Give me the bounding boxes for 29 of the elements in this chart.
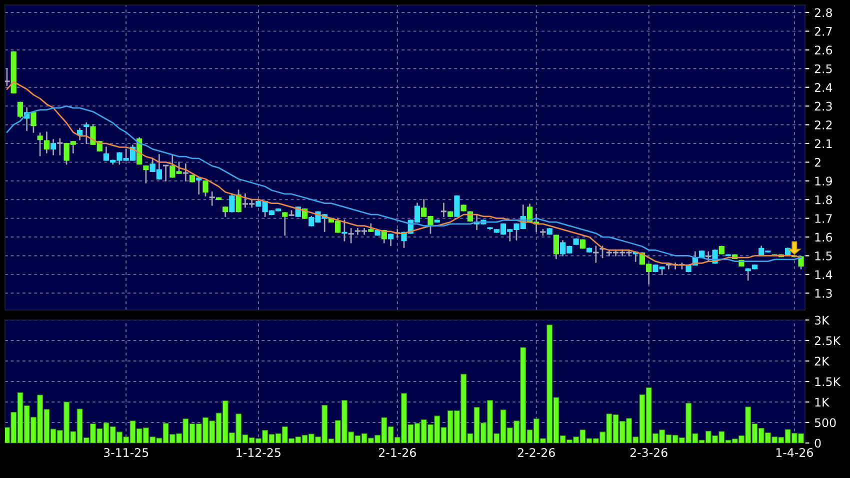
y-tick-label: 2.3 — [814, 102, 832, 111]
y-tick-label: 2 — [814, 158, 820, 167]
y-tick-label: 1K — [815, 398, 830, 406]
y-tick-label: 2.1 — [814, 139, 832, 148]
x-tick-label: 2-2-26 — [518, 448, 555, 457]
x-tick-label: 1-4-26 — [776, 448, 813, 457]
y-tick-label: 2.2 — [814, 120, 832, 130]
y-tick-label: 1.7 — [815, 214, 832, 223]
y-tick-label: 1.5K — [815, 377, 841, 386]
x-tick-label: 2-1-26 — [378, 448, 416, 457]
y-tick-label: 3K — [814, 316, 830, 325]
y-tick-label: 2.5 — [814, 64, 832, 74]
y-tick-label: 2.7 — [814, 26, 832, 36]
y-tick-label: 500 — [814, 418, 836, 428]
x-tick-label: 2-3-26 — [630, 448, 668, 457]
y-tick-label: 1.4 — [815, 270, 832, 279]
y-tick-label: 1.8 — [815, 195, 832, 204]
y-tick-label: 1.9 — [815, 176, 832, 186]
x-tick-label: 3-11-25 — [104, 448, 148, 457]
y-tick-label: 2.6 — [814, 46, 832, 55]
y-tick-label: 1.6 — [815, 232, 832, 242]
y-tick-label: 1.5 — [815, 252, 832, 260]
y-tick-label: 0 — [814, 438, 821, 448]
y-tick-label: 2K — [814, 356, 830, 366]
y-tick-label: 2.8 — [814, 8, 832, 18]
y-tick-label: 2.4 — [814, 83, 832, 92]
x-tick-label: 1-12-25 — [236, 448, 280, 457]
y-tick-label: 1.3 — [815, 288, 832, 298]
y-tick-label: 2.5K — [814, 336, 841, 346]
